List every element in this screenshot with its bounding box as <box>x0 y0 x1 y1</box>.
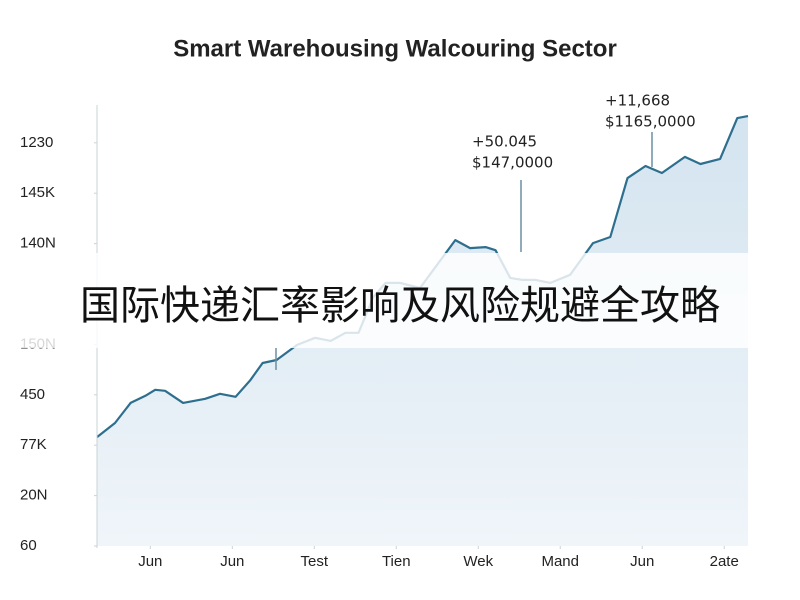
y-tick-label: 450 <box>20 386 45 403</box>
y-tick-label: 20N <box>20 487 48 504</box>
y-tick-label: 140N <box>20 235 56 252</box>
x-tick-label: Tien <box>382 553 411 570</box>
banner-bg <box>0 253 800 348</box>
x-tick-label: 2ate <box>710 553 739 570</box>
annotation: +11,668 <box>605 92 670 110</box>
y-tick-label: 145K <box>20 184 55 201</box>
x-tick-label: Jun <box>138 553 162 570</box>
y-tick-label: 77K <box>20 436 47 453</box>
x-tick-label: Mand <box>541 553 579 570</box>
x-tick-label: Jun <box>630 553 654 570</box>
x-tick-label: Test <box>301 553 329 570</box>
x-tick-label: Wek <box>463 553 493 570</box>
annotation: $147,0000 <box>472 154 553 172</box>
overlay: 国际快递汇率影响及风险规避全攻略 <box>0 253 800 348</box>
annotation: +50.045 <box>472 133 537 151</box>
y-tick-label: 1230 <box>20 134 53 151</box>
y-tick-label: 60 <box>20 537 37 554</box>
chart-title: Smart Warehousing Walcouring Sector <box>173 35 617 62</box>
banner-text: 国际快递汇率影响及风险规避全攻略 <box>80 283 720 329</box>
annotation: $1165,0000 <box>605 113 696 131</box>
x-tick-label: Jun <box>220 553 244 570</box>
